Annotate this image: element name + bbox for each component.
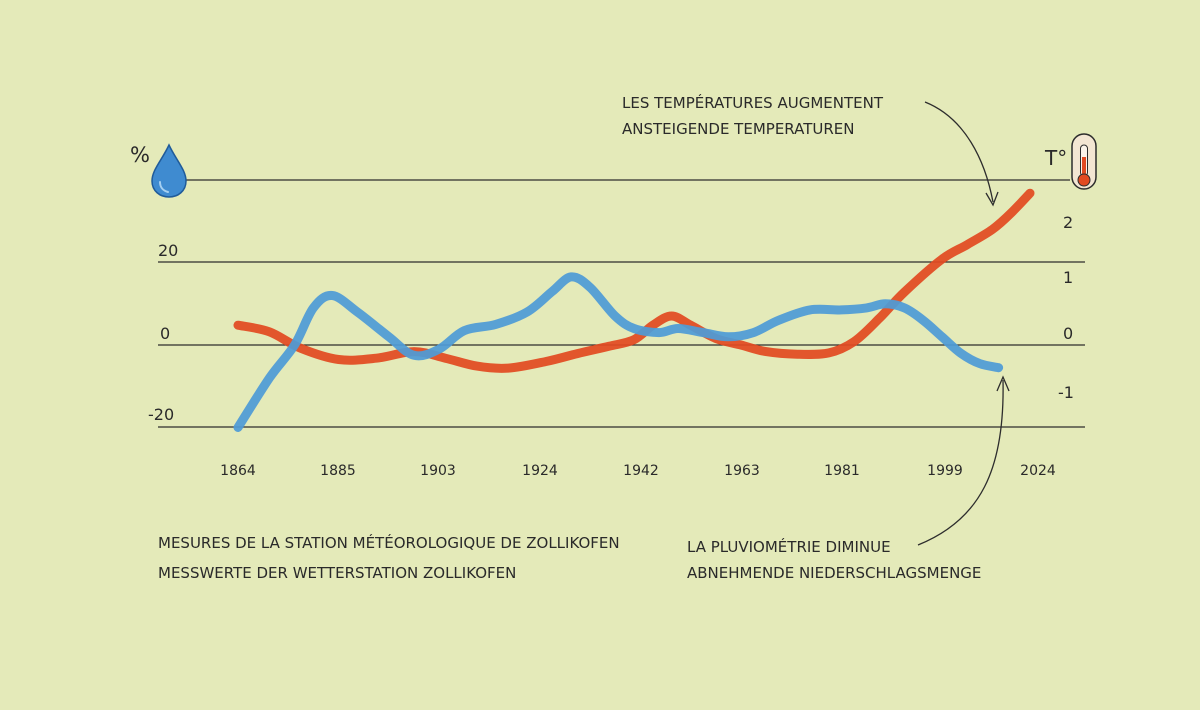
temperature-arrow-head [985,191,999,207]
precipitation-annotation: LA PLUVIOMÉTRIE DIMINUE ABNEHMENDE NIEDE… [687,537,981,582]
left-axis-unit: % [130,143,150,167]
x-tick-label: 1864 [220,463,256,479]
x-tick-label: 1981 [824,463,860,479]
right-axis-unit: T° [1044,146,1067,170]
temperature-annotation: LES TEMPÉRATURES AUGMENTENT ANSTEIGENDE … [622,93,884,138]
source-note: MESURES DE LA STATION MÉTÉOROLOGIQUE DE … [158,533,620,582]
right-tick-label: 2 [1063,213,1073,232]
temperature-annotation-de: ANSTEIGENDE TEMPERATUREN [622,120,854,138]
left-tick-label: 0 [160,324,170,343]
source-note-de: MESSWERTE DER WETTERSTATION ZOLLIKOFEN [158,564,516,582]
x-tick-label: 2024 [1020,463,1056,479]
x-tick-label: 1903 [420,463,456,479]
x-axis-ticks: 1864 1885 1903 1924 1942 1963 1981 1999 … [220,463,1056,479]
x-tick-label: 1942 [623,463,659,479]
temperature-annotation-fr: LES TEMPÉRATURES AUGMENTENT [622,93,884,112]
right-tick-label: 1 [1063,268,1073,287]
temperature-line [233,188,1035,373]
left-tick-label: -20 [148,405,174,424]
right-tick-label: 0 [1063,324,1073,343]
thermometer-icon [1071,133,1097,190]
gridlines [158,179,1085,428]
x-tick-label: 1999 [927,463,963,479]
precipitation-arrow [917,379,1004,546]
x-tick-label: 1885 [320,463,356,479]
x-tick-label: 1924 [522,463,558,479]
right-tick-label: -1 [1058,383,1074,402]
precipitation-annotation-de: ABNEHMENDE NIEDERSCHLAGSMENGE [687,564,981,582]
precipitation-line [233,272,1004,432]
source-note-fr: MESURES DE LA STATION MÉTÉOROLOGIQUE DE … [158,533,620,552]
left-tick-label: 20 [158,241,178,260]
precipitation-annotation-fr: LA PLUVIOMÉTRIE DIMINUE [687,537,891,556]
temperature-arrow [924,101,994,203]
precipitation-arrow-head [996,375,1010,392]
x-tick-label: 1963 [724,463,760,479]
water-drop-icon [151,143,187,198]
